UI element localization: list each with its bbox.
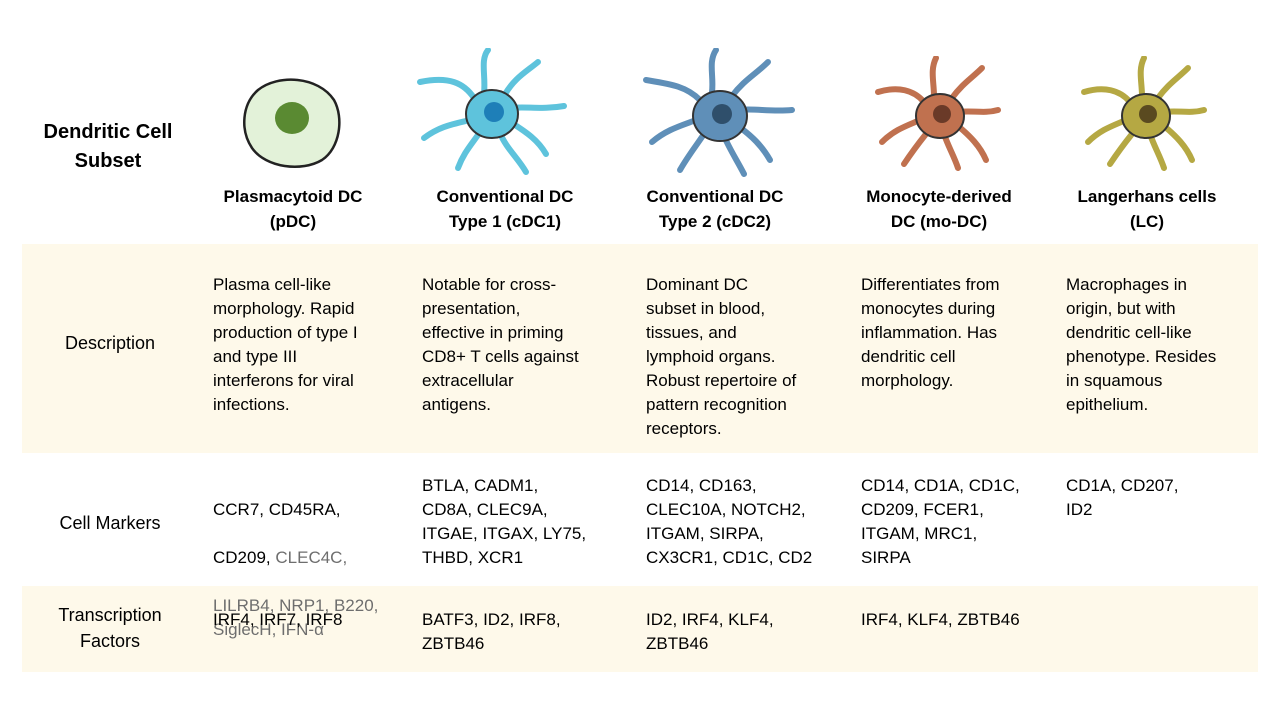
tf-cdc1: BATF3, ID2, IRF8, ZBTB46 [422, 610, 561, 653]
mo-dc-cell-icon [875, 56, 1001, 171]
header-mo-dc: Monocyte-derived DC (mo-DC) [866, 187, 1012, 231]
description-cdc2: Dominant DC subset in blood, tissues, an… [646, 275, 797, 438]
description-row-band [22, 244, 1258, 453]
markers-pdc: CCR7, CD45RA, CD209, CLEC4C, LILRB4, NRP… [213, 474, 378, 642]
transcription-row-band [22, 586, 1258, 672]
markers-pdc-gray-inline: CLEC4C, [275, 548, 348, 567]
markers-mo-dc: CD14, CD1A, CD1C, CD209, FCER1, ITGAM, M… [861, 476, 1020, 567]
tf-pdc: IRF4, IRF7, IRF8 [213, 610, 343, 629]
header-lc: Langerhans cells (LC) [1077, 187, 1217, 231]
markers-lc: CD1A, CD207, ID2 [1066, 476, 1179, 519]
description-lc: Macrophages in origin, but with dendriti… [1066, 275, 1217, 414]
cdc1-cell-icon [417, 48, 567, 175]
description-cdc1: Notable for cross- presentation, effecti… [422, 275, 579, 414]
lc-cell-icon [1081, 56, 1207, 171]
header-cdc2: Conventional DC Type 2 (cDC2) [646, 187, 784, 231]
header-cdc1: Conventional DC Type 1 (cDC1) [436, 187, 574, 231]
table-title: Dendritic Cell Subset [43, 121, 173, 172]
markers-pdc-line1: CCR7, CD45RA, [213, 500, 341, 519]
row-label-description: Description [64, 333, 156, 353]
header-pdc: Plasmacytoid DC (pDC) [223, 187, 363, 231]
pdc-cell-icon [243, 78, 341, 168]
row-label-transcription-factors: Transcription Factors [58, 605, 162, 651]
row-label-cell-markers: Cell Markers [59, 513, 161, 533]
cdc2-cell-icon [643, 48, 795, 177]
tf-cdc2: ID2, IRF4, KLF4, ZBTB46 [646, 610, 774, 653]
markers-pdc-gray: LILRB4, NRP1, B220, SiglecH, IFN-α [213, 596, 379, 639]
markers-pdc-black: CD209, [213, 548, 276, 567]
markers-cdc1: BTLA, CADM1, CD8A, CLEC9A, ITGAE, ITGAX,… [422, 476, 587, 567]
tf-mo-dc: IRF4, KLF4, ZBTB46 [861, 610, 1020, 629]
markers-cdc2: CD14, CD163, CLEC10A, NOTCH2, ITGAM, SIR… [646, 476, 813, 567]
description-mo-dc: Differentiates from monocytes during inf… [861, 275, 1000, 390]
description-pdc: Plasma cell-like morphology. Rapid produ… [213, 275, 358, 414]
